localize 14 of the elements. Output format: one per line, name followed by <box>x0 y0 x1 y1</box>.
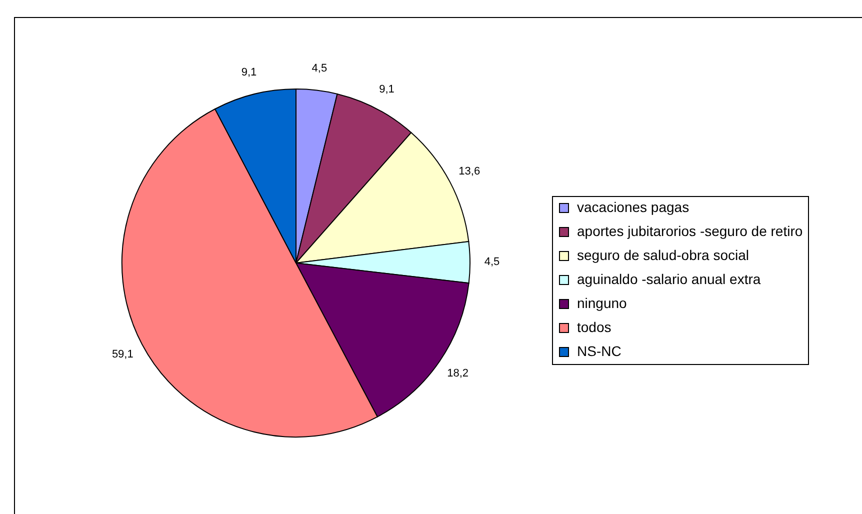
data-label: 4,5 <box>484 256 500 268</box>
data-label: 9,1 <box>379 83 394 96</box>
data-label: 9,1 <box>241 66 257 79</box>
data-label: 4,5 <box>312 62 328 74</box>
legend-label: aguinaldo -salario anual extra <box>577 271 761 287</box>
legend-label: NS-NC <box>577 343 622 359</box>
legend-label: ninguno <box>577 295 628 311</box>
legend-label: seguro de salud-obra social <box>577 247 749 263</box>
legend-label: aportes jubitarorios -seguro de retiro <box>577 223 803 239</box>
legend-label: todos <box>577 319 612 335</box>
data-label: 18,2 <box>447 368 468 380</box>
legend-label: vacaciones pagas <box>577 199 690 215</box>
data-label: 59,1 <box>112 348 134 360</box>
data-label: 13,6 <box>458 166 480 178</box>
